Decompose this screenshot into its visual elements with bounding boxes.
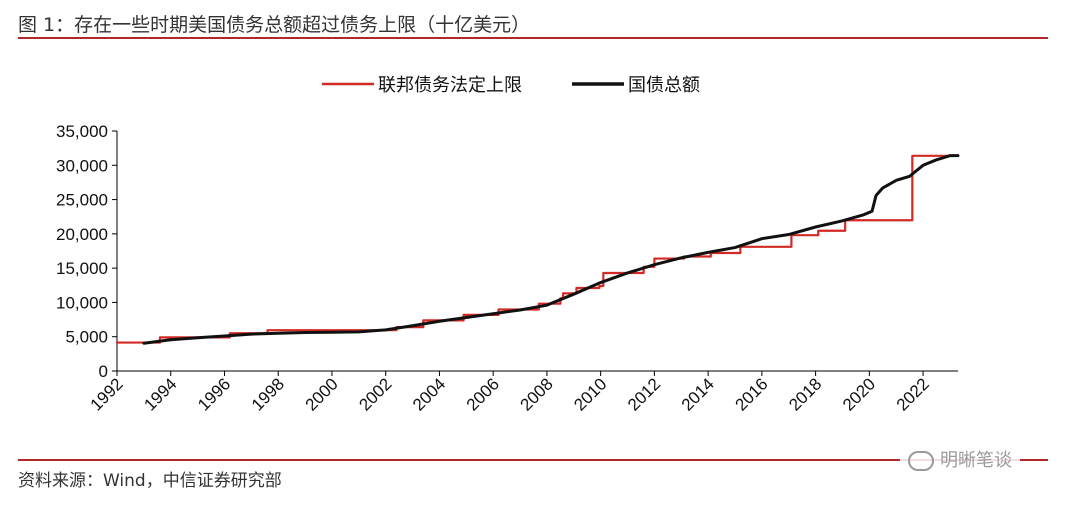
title-divider xyxy=(18,37,1048,39)
y-tick-label: 30,000 xyxy=(56,156,108,175)
x-tick-label: 2020 xyxy=(839,374,879,414)
x-tick-label: 2016 xyxy=(732,374,772,414)
total-debt-series-line xyxy=(142,154,960,345)
y-tick-label: 20,000 xyxy=(56,225,108,244)
x-tick-label: 2022 xyxy=(893,374,933,414)
y-axis: 0 5,000 10,000 15,000 20,000 25,000 30,000 35,0… xyxy=(56,122,118,381)
legend-label-debt-limit: 联邦债务法定上限 xyxy=(378,75,522,96)
x-tick-label: 2008 xyxy=(517,374,557,414)
x-tick-label: 1994 xyxy=(140,374,180,414)
x-tick-label: 2000 xyxy=(302,374,342,414)
x-tick-label: 1992 xyxy=(87,374,127,414)
figure-title: 图 1：存在一些时期美国债务总额超过债务上限（十亿美元） xyxy=(18,14,531,36)
x-tick-label: 2012 xyxy=(624,374,664,414)
x-tick-label: 2004 xyxy=(409,374,449,414)
x-axis: 1992 1994 1996 1998 2000 2002 2004 2006 2008 2010… xyxy=(87,370,958,415)
x-tick-label: 2014 xyxy=(678,374,718,414)
wechat-icon xyxy=(908,451,934,471)
x-tick-label: 1998 xyxy=(248,374,288,414)
x-tick-label: 2010 xyxy=(570,374,610,414)
y-tick-label: 10,000 xyxy=(56,293,108,312)
x-tick-label: 2002 xyxy=(355,374,395,414)
y-tick-label: 15,000 xyxy=(56,259,108,278)
watermark-text: 明晰笔谈 xyxy=(940,450,1012,471)
debt-limit-series-line xyxy=(115,154,960,344)
x-tick-label: 1996 xyxy=(194,374,234,414)
x-tick-label: 2018 xyxy=(785,374,825,414)
x-tick-label: 2006 xyxy=(463,374,503,414)
y-tick-label: 25,000 xyxy=(56,191,108,210)
watermark: 明晰笔谈 xyxy=(900,444,1020,474)
y-tick-label: 35,000 xyxy=(56,122,108,141)
y-tick-label: 5,000 xyxy=(65,328,108,347)
y-tick-label: 0 xyxy=(99,362,108,381)
source-divider xyxy=(18,459,1048,461)
source-note: 资料来源：Wind，中信证券研究部 xyxy=(18,471,282,491)
plot-area xyxy=(115,154,960,345)
chart-legend: 联邦债务法定上限 国债总额 xyxy=(322,75,700,96)
legend-label-total-debt: 国债总额 xyxy=(628,75,700,96)
